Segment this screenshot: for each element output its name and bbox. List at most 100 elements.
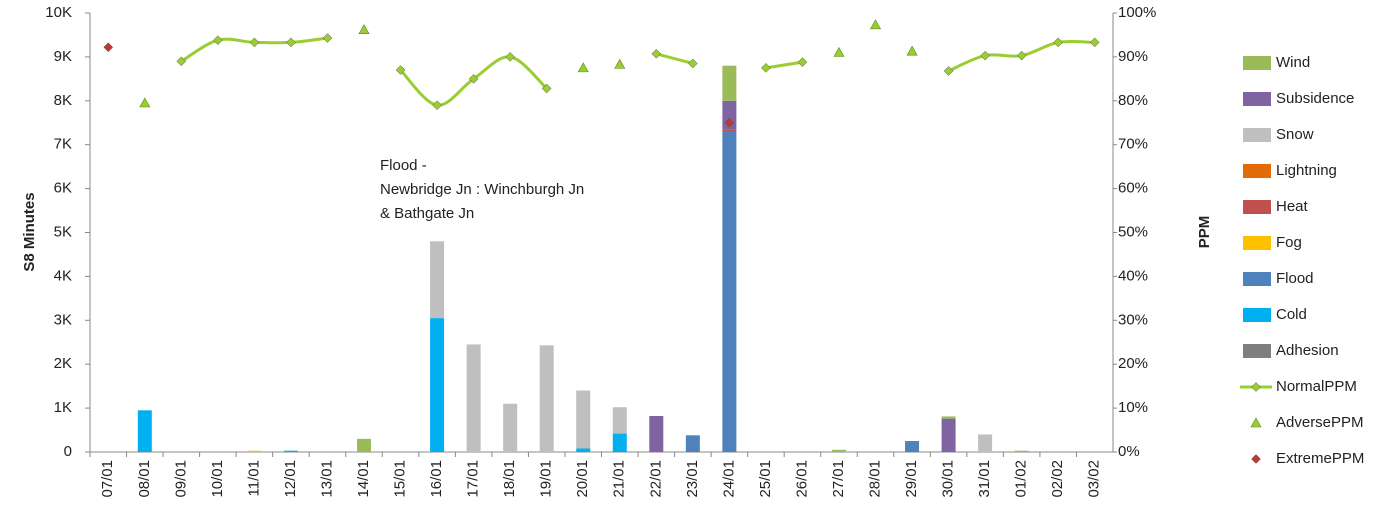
- x-tick-label: 22/01: [647, 460, 664, 498]
- legend-swatch: [1243, 200, 1271, 214]
- legend-swatch: [1243, 56, 1271, 70]
- legend-label: NormalPPM: [1276, 378, 1357, 395]
- legend-swatch: [1243, 272, 1271, 286]
- bar-segment: [503, 403, 518, 452]
- y-tick-label: 9K: [54, 48, 72, 65]
- marker: [724, 117, 735, 128]
- y2-tick-label: 30%: [1118, 311, 1148, 328]
- x-tick-label: 31/01: [976, 460, 993, 498]
- marker: [1250, 417, 1262, 428]
- y-axis-title: S8 Minutes: [21, 192, 38, 271]
- legend-label: Lightning: [1276, 162, 1337, 179]
- x-tick-label: 15/01: [392, 460, 409, 498]
- bar-segment: [466, 344, 481, 452]
- x-tick-label: 08/01: [136, 460, 153, 498]
- y-tick-label: 4K: [54, 267, 72, 284]
- y-tick-label: 5K: [54, 223, 72, 240]
- bar-segment: [941, 418, 956, 452]
- x-tick-label: 02/02: [1049, 460, 1066, 498]
- x-tick-label: 03/02: [1086, 460, 1103, 498]
- bar-segment: [576, 390, 591, 449]
- legend-label: Snow: [1276, 126, 1314, 143]
- legend-label: AdversePPM: [1276, 414, 1364, 431]
- x-tick-label: 23/01: [684, 460, 701, 498]
- y2-tick-label: 40%: [1118, 267, 1148, 284]
- marker: [286, 37, 296, 48]
- bar-segment: [283, 450, 298, 452]
- marker: [395, 65, 406, 75]
- bar-segment: [941, 416, 956, 419]
- marker: [1053, 37, 1064, 48]
- x-tick-label: 10/01: [209, 460, 226, 498]
- x-tick-label: 28/01: [866, 460, 883, 498]
- x-tick-label: 14/01: [355, 460, 372, 498]
- x-tick-label: 18/01: [501, 460, 518, 498]
- marker: [797, 57, 808, 68]
- bar-segment: [685, 435, 700, 452]
- legend-label: Wind: [1276, 54, 1310, 71]
- bar-segment: [430, 318, 445, 452]
- marker: [870, 19, 882, 30]
- x-tick-label: 24/01: [720, 460, 737, 498]
- x-tick-label: 16/01: [428, 460, 445, 498]
- bar-segment: [430, 241, 445, 319]
- y2-tick-label: 100%: [1118, 4, 1156, 21]
- y-tick-label: 10K: [45, 4, 72, 21]
- legend-label: Heat: [1276, 198, 1309, 215]
- legend-label: Subsidence: [1276, 90, 1354, 107]
- legend-label: Flood: [1276, 270, 1314, 287]
- y-tick-label: 6K: [54, 180, 72, 197]
- x-tick-label: 20/01: [574, 460, 591, 498]
- bar-segment: [978, 434, 993, 452]
- y-tick-label: 2K: [54, 355, 72, 372]
- marker: [614, 58, 626, 69]
- bar-segment: [831, 449, 846, 452]
- x-tick-label: 17/01: [465, 460, 482, 498]
- bar-segment: [722, 129, 737, 132]
- annotation: Flood -: [380, 157, 427, 174]
- bar-segment: [612, 433, 627, 452]
- x-tick-label: 07/01: [99, 460, 116, 498]
- y2-tick-label: 50%: [1118, 223, 1148, 240]
- marker: [505, 52, 516, 62]
- legend-swatch: [1243, 308, 1271, 322]
- y2-tick-label: 60%: [1118, 180, 1148, 197]
- x-tick-label: 19/01: [538, 460, 555, 498]
- legend-swatch: [1243, 92, 1271, 106]
- x-tick-label: 11/01: [245, 460, 262, 496]
- bar-segment: [722, 131, 737, 452]
- bar-segment: [247, 450, 262, 452]
- marker: [980, 50, 990, 61]
- legend-swatch: [1243, 344, 1271, 358]
- marker: [249, 37, 260, 48]
- bar-segment: [905, 441, 920, 452]
- marker: [1089, 37, 1100, 48]
- x-tick-label: 21/01: [611, 460, 628, 498]
- marker: [1016, 50, 1027, 61]
- line: [180, 36, 1095, 107]
- marker: [432, 100, 442, 111]
- bar-segment: [539, 345, 554, 452]
- y2-axis-title: PPM: [1196, 216, 1213, 249]
- legend-label: Adhesion: [1276, 342, 1339, 359]
- marker: [833, 46, 845, 57]
- y2-tick-label: 80%: [1118, 92, 1148, 109]
- x-tick-label: 09/01: [172, 460, 189, 498]
- x-tick-label: 29/01: [903, 460, 920, 498]
- legend-swatch: [1243, 236, 1271, 250]
- x-tick-label: 26/01: [793, 460, 810, 498]
- marker: [577, 62, 589, 73]
- marker: [468, 73, 479, 84]
- legend-label: Fog: [1276, 234, 1302, 251]
- legend-swatch: [1243, 164, 1271, 178]
- marker: [358, 24, 370, 34]
- legend-label: ExtremePPM: [1276, 450, 1364, 467]
- y-tick-label: 3K: [54, 311, 72, 328]
- marker: [139, 97, 151, 108]
- y-tick-label: 1K: [54, 399, 72, 416]
- y2-tick-label: 70%: [1118, 136, 1148, 153]
- y2-tick-label: 90%: [1118, 48, 1148, 65]
- x-tick-label: 30/01: [940, 460, 957, 498]
- bar-segment: [357, 438, 372, 452]
